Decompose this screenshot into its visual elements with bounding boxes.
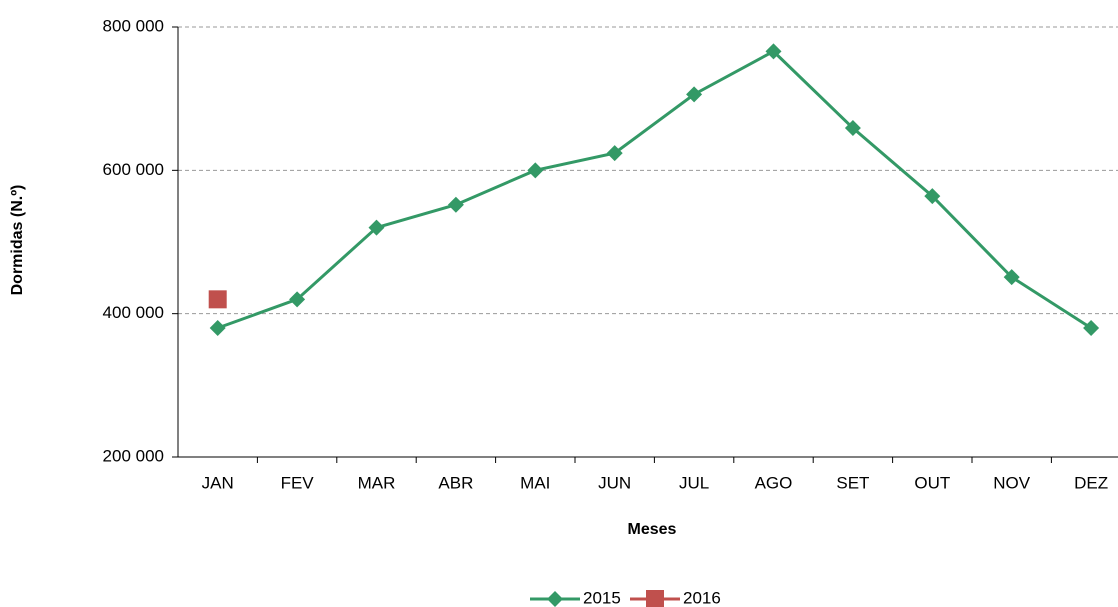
x-tick-label: MAI (520, 473, 550, 492)
legend-marker (646, 590, 664, 607)
y-tick-label: 800 000 (103, 16, 164, 35)
x-tick-label: NOV (993, 473, 1031, 492)
point (208, 290, 227, 309)
point (606, 145, 623, 162)
point (844, 120, 861, 137)
x-tick-label: MAR (358, 473, 396, 492)
point (765, 43, 782, 60)
point (527, 162, 544, 179)
point (447, 196, 464, 213)
legend-label: 2016 (683, 588, 721, 607)
x-tick-label: AGO (755, 473, 793, 492)
x-tick-label: FEV (281, 473, 315, 492)
series-line (217, 49, 1092, 330)
point (1083, 320, 1100, 336)
y-tick-label: 400 000 (103, 303, 164, 322)
point (686, 86, 703, 103)
x-axis-title: Meses (628, 521, 677, 538)
y-tick-label: 600 000 (103, 160, 164, 179)
x-tick-label: JUL (679, 473, 709, 492)
point (209, 320, 226, 336)
x-tick-label: ABR (438, 473, 473, 492)
point (368, 219, 385, 236)
x-tick-label: SET (836, 473, 869, 492)
x-tick-label: DEZ (1074, 473, 1108, 492)
legend-label: 2015 (583, 588, 621, 607)
point (1003, 269, 1020, 286)
x-tick-label: OUT (914, 473, 950, 492)
point (924, 188, 941, 205)
legend-marker (547, 591, 563, 607)
point (289, 291, 306, 308)
x-tick-label: JAN (202, 473, 234, 492)
y-tick-label: 200 000 (103, 446, 164, 465)
y-axis-title: Dormidas (N.º) (9, 185, 26, 296)
x-tick-label: JUN (598, 473, 631, 492)
